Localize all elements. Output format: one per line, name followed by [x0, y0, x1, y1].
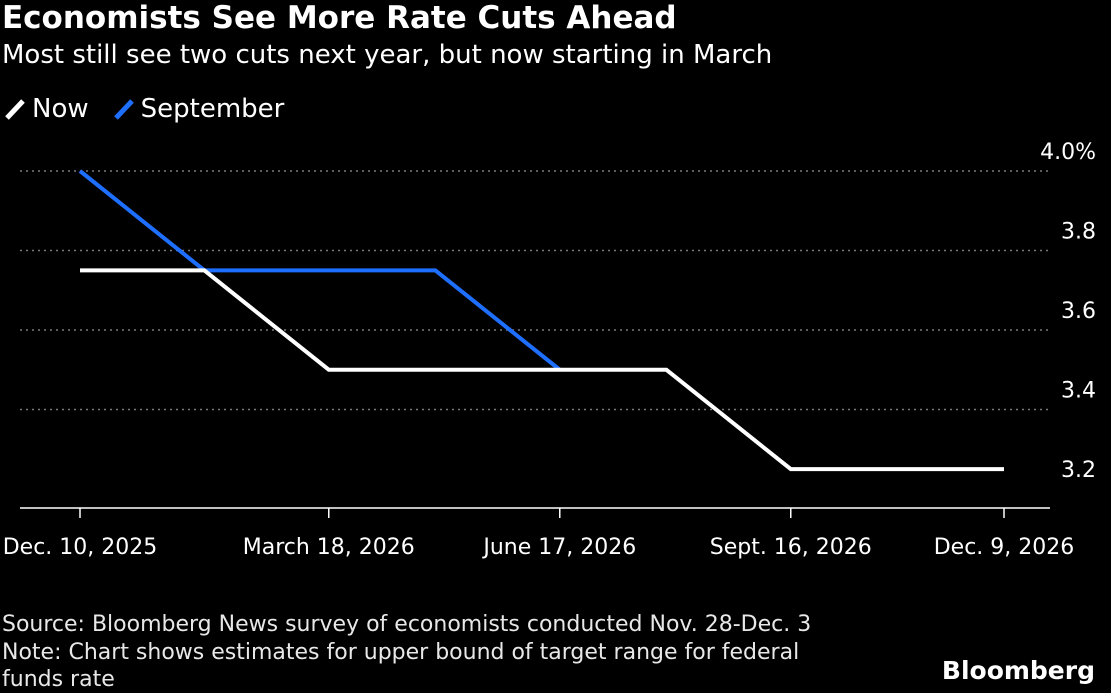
- x-tick-label: June 17, 2026: [481, 535, 636, 560]
- y-tick-label: 3.6: [1061, 299, 1096, 324]
- chart-note-line-1: Note: Chart shows estimates for upper bo…: [2, 640, 800, 665]
- legend-item-now: Now: [4, 94, 89, 124]
- chart-note-line-2: funds rate: [2, 667, 115, 692]
- tick-labels: 4.0% 3.8 3.6 3.4 3.2 Dec. 10, 2025 March 18, 2…: [3, 140, 1096, 560]
- x-tick-label: March 18, 2026: [243, 535, 415, 560]
- y-tick-label: 3.4: [1061, 379, 1096, 404]
- y-tick-label: 3.8: [1061, 220, 1096, 245]
- series-line-now: [80, 268, 1004, 472]
- bloomberg-logo: Bloomberg: [941, 656, 1095, 685]
- line-chart: 4.0% 3.8 3.6 3.4 3.2 Dec. 10, 2025 March 18, 2…: [3, 140, 1096, 560]
- x-tick-label: Sept. 16, 2026: [710, 535, 872, 560]
- x-tick-label: Dec. 9, 2026: [934, 535, 1075, 560]
- y-tick-label: 4.0%: [1040, 140, 1096, 165]
- y-tick-label: 3.2: [1061, 458, 1096, 483]
- x-axis: [20, 507, 1050, 518]
- chart-subtitle: Most still see two cuts next year, but n…: [2, 40, 773, 70]
- legend-item-september: September: [113, 94, 285, 124]
- source-note: Source: Bloomberg News survey of economi…: [2, 612, 812, 637]
- legend: Now September: [4, 94, 308, 124]
- x-tick-label: Dec. 10, 2025: [3, 535, 158, 560]
- legend-line-september: [113, 99, 134, 120]
- legend-swatch-september: [113, 99, 134, 120]
- legend-line-now: [5, 99, 25, 120]
- series-lines: [78, 169, 1004, 472]
- chart-title: Economists See More Rate Cuts Ahead: [2, 0, 677, 36]
- legend-swatch-now: [5, 99, 25, 120]
- grid-lines: [20, 170, 1050, 411]
- legend-label-september: September: [140, 94, 285, 124]
- legend-label-now: Now: [32, 94, 89, 124]
- series-line-september: [78, 169, 562, 372]
